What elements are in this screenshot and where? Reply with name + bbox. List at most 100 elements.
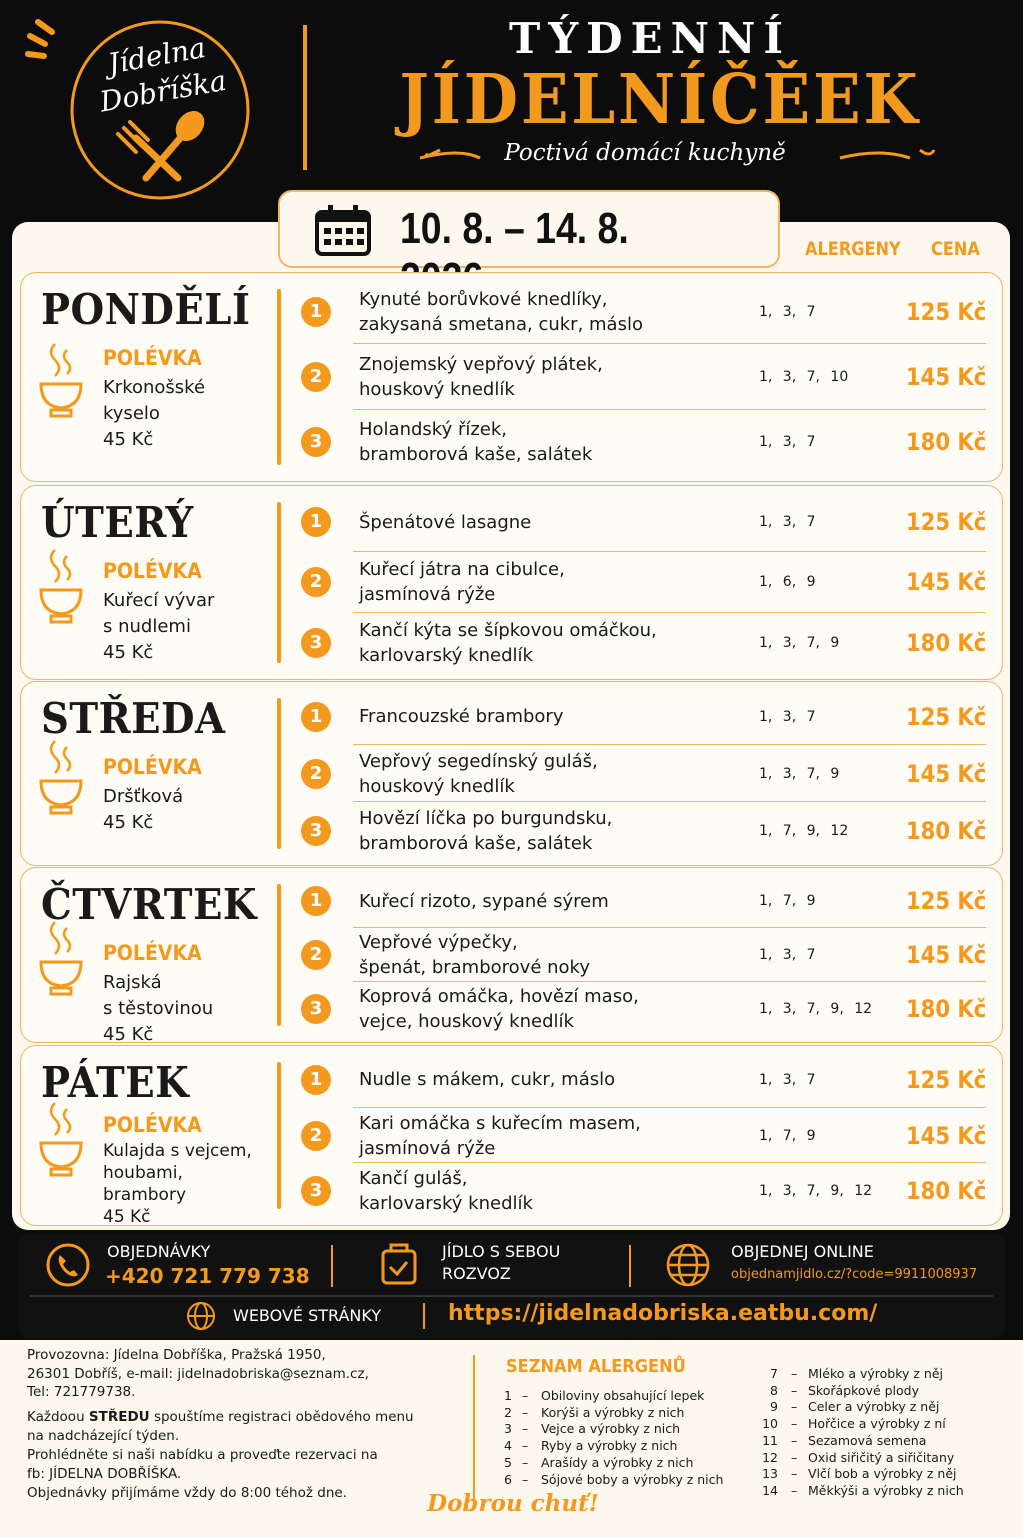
meal-separator bbox=[353, 744, 986, 745]
soup-icon-wrap bbox=[39, 737, 83, 821]
meal-row: 3 Hovězí líčka po burgundsku, bramborová k… bbox=[297, 802, 986, 859]
meal-name: Kynuté borůvkové knedlíky, zakysaná smeta… bbox=[359, 287, 643, 337]
allergen-dash: – bbox=[791, 1466, 798, 1482]
day-box: PONDĚLÍ POLÉVKA Krkonošské kyselo 45 Kč 1 Kynu… bbox=[20, 272, 1003, 482]
date-box: 10. 8. – 14. 8. 2026 bbox=[278, 190, 780, 303]
meal-allergens: 1, 7, 9 bbox=[759, 893, 816, 909]
address: Provozovna: Jídelna Dobříška, Pražská 19… bbox=[27, 1346, 369, 1402]
meal-allergens: 1, 3, 7 bbox=[759, 514, 816, 531]
allergen-dash: – bbox=[522, 1454, 529, 1470]
meal-number: 1 bbox=[301, 296, 331, 327]
meal-name: Koprová omáčka, hovězí maso, vejce, housk… bbox=[359, 984, 639, 1034]
allergen-num: 8 bbox=[770, 1382, 778, 1398]
meal-allergens: 1, 3, 7 bbox=[759, 708, 816, 725]
allergen-num: 3 bbox=[504, 1421, 512, 1437]
meal-name: Vepřový segedínský guláš, houskový knedlí… bbox=[359, 749, 598, 799]
allergen-name: Korýši a výrobky z nich bbox=[541, 1404, 685, 1420]
allergen-dash: – bbox=[791, 1382, 798, 1398]
meals: 1 Špenátové lasagne 1, 3, 7 125 Kč 2 Kuřecí j… bbox=[297, 492, 986, 673]
allergen-name: Sójové boby a výrobky z nich bbox=[541, 1471, 724, 1487]
allergen-dash: – bbox=[522, 1471, 529, 1487]
allergen-num: 4 bbox=[504, 1438, 512, 1454]
allergen-name: Arašídy a výrobky z nich bbox=[541, 1454, 694, 1470]
meal-separator bbox=[353, 551, 986, 553]
meal-price: 180 Kč bbox=[905, 428, 986, 457]
allergen-name: Celer a výrobky z něj bbox=[808, 1399, 940, 1415]
soup: POLÉVKA Dršťková 45 Kč bbox=[103, 754, 213, 836]
day-name: PONDĚLÍ bbox=[41, 285, 251, 334]
meals: 1 Francouzské brambory 1, 3, 7 125 Kč 2 Vepřo… bbox=[297, 688, 986, 859]
meal-number: 1 bbox=[301, 886, 331, 916]
notice-text: Každoou bbox=[27, 1409, 85, 1425]
soup-price: 45 Kč bbox=[103, 1024, 154, 1045]
soup: POLÉVKA Kulajda s vejcem, houbami, brambory… bbox=[103, 1114, 252, 1228]
notice-line: Každoou STŘEDU spouštíme registraci oběd… bbox=[27, 1408, 414, 1427]
notice-line: Objednávky přijímáme vždy do 8:00 téhož … bbox=[27, 1485, 347, 1501]
phone[interactable]: +420 721 779 738 bbox=[105, 1264, 310, 1288]
meal-name-line: Vepřové výpečky, bbox=[359, 932, 518, 953]
meal-name-line: špenát, bramborové noky bbox=[359, 957, 590, 978]
meal-name-line: Kari omáčka s kuřecím masem, bbox=[359, 1112, 641, 1134]
day-box: PÁTEK POLÉVKA Kulajda s vejcem, houbami, bra… bbox=[20, 1045, 1003, 1228]
allergen-num: 2 bbox=[504, 1404, 512, 1420]
soup-label: POLÉVKA bbox=[103, 1113, 202, 1137]
logo-ring bbox=[70, 20, 250, 200]
meal-allergens: 1, 3, 7, 10 bbox=[759, 368, 849, 385]
meals: 1 Nudle s mákem, cukr, máslo 1, 3, 7 125 Kč… bbox=[297, 1052, 986, 1219]
meal-separator bbox=[353, 1162, 986, 1164]
allergen-dash: – bbox=[522, 1388, 529, 1403]
meal-price: 180 Kč bbox=[905, 995, 986, 1023]
allergen-num: 1 bbox=[504, 1388, 512, 1403]
title-main: JÍDELNÍČĚEK bbox=[399, 60, 921, 140]
meal-allergens: 1, 3, 7, 9 bbox=[759, 765, 840, 782]
meal-allergens: 1, 3, 7 bbox=[759, 947, 816, 963]
meal-name: Holandský řízek, bramborová kaše, salátek bbox=[359, 417, 592, 467]
meal-number: 3 bbox=[301, 1176, 331, 1207]
soup-icon bbox=[39, 921, 83, 996]
meal-allergens: 1, 3, 7 bbox=[759, 303, 816, 320]
meal-price: 125 Kč bbox=[905, 297, 986, 326]
meal-allergens: 1, 3, 7, 9 bbox=[759, 634, 840, 651]
meal-price: 125 Kč bbox=[905, 1065, 986, 1094]
soup-icon bbox=[39, 548, 83, 623]
day-divider bbox=[277, 1062, 281, 1209]
soup-name: kyselo bbox=[103, 403, 160, 424]
soup-label: POLÉVKA bbox=[103, 755, 202, 779]
info-section: Provozovna: Jídelna Dobříška, Pražská 19… bbox=[0, 1340, 1023, 1537]
soup-name: Kulajda s vejcem, bbox=[103, 1141, 252, 1161]
online-url[interactable]: objednamjidlo.cz/?code=9911008937 bbox=[731, 1267, 978, 1282]
meal-price: 145 Kč bbox=[905, 759, 986, 788]
soup-name: Rajská bbox=[103, 972, 162, 993]
allergen-num: 12 bbox=[762, 1449, 778, 1465]
meal-name-line: jasmínová rýže bbox=[359, 584, 496, 606]
meal-row: 1 Kynuté borůvkové knedlíky, zakysaná smet… bbox=[297, 279, 986, 345]
meal-allergens: 1, 3, 7 bbox=[759, 434, 816, 451]
calendar-icon bbox=[315, 205, 371, 256]
takeaway-line: ROZVOZ bbox=[442, 1264, 511, 1283]
soup-price: 45 Kč bbox=[103, 429, 154, 450]
soup-label: POLÉVKA bbox=[103, 941, 202, 965]
meal-name-line: Vepřový segedínský guláš, bbox=[359, 750, 598, 772]
allergen-title: SEZNAM ALERGENŮ bbox=[506, 1356, 686, 1377]
soup-name: houbami, bbox=[103, 1163, 183, 1183]
soup-icon bbox=[39, 739, 83, 814]
soup: POLÉVKA Krkonošské kyselo 45 Kč bbox=[103, 345, 213, 453]
web-url[interactable]: https://jidelnadobriska.eatbu.com/ bbox=[448, 1301, 878, 1326]
meal-row: 1 Kuřecí rizoto, sypané sýrem 1, 7, 9 125 K… bbox=[297, 874, 986, 928]
meal-name-line: vejce, houskový knedlík bbox=[359, 1011, 574, 1032]
notice-bold: STŘEDU bbox=[88, 1409, 150, 1425]
meal-number: 2 bbox=[301, 758, 331, 789]
contact-bar: OBJEDNÁVKY +420 721 779 738 JÍDLO S SEBO… bbox=[18, 1233, 1005, 1338]
meal-name-line: Francouzské brambory bbox=[359, 706, 564, 727]
meal-number: 3 bbox=[301, 627, 331, 658]
meal-name-line: karlovarský knedlík bbox=[359, 1193, 533, 1215]
allergen-name: Sezamová semena bbox=[808, 1432, 927, 1448]
allergen-dash: – bbox=[791, 1482, 798, 1498]
allergen-dash: – bbox=[791, 1449, 798, 1465]
meal-name-line: Nudle s mákem, cukr, máslo bbox=[359, 1069, 616, 1091]
meal-separator bbox=[353, 927, 986, 928]
meal-price: 145 Kč bbox=[905, 568, 986, 597]
meal-allergens: 1, 3, 7, 9, 12 bbox=[759, 1001, 873, 1017]
soup-price: 45 Kč bbox=[103, 1207, 151, 1227]
